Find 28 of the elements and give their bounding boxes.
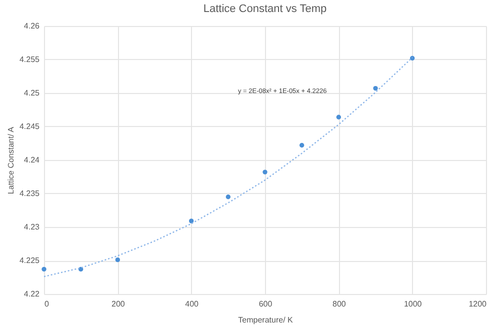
x-tick-label: 1000 — [404, 300, 422, 308]
point — [42, 266, 46, 272]
y-tick-label: 4.24 — [24, 156, 40, 164]
x-tick-label: 200 — [111, 300, 126, 308]
y-axis-title: Lattice Constant/ A — [6, 126, 16, 194]
point — [299, 142, 304, 148]
y-tick-label: 4.255 — [19, 55, 40, 64]
x-tick-label: 800 — [332, 300, 346, 308]
point — [115, 257, 120, 262]
x-tick-label: 1200 — [468, 300, 488, 308]
x-axis-title: Temperature/ K — [238, 316, 294, 324]
chart-title: Lattice Constant vs Temp — [203, 3, 327, 15]
x-tick-label: 400 — [185, 300, 200, 308]
y-tick-label: 4.23 — [24, 222, 40, 232]
x-tick-label: 600 — [258, 300, 273, 308]
point — [410, 56, 415, 60]
point — [188, 218, 194, 224]
point — [373, 86, 378, 91]
x-tick-label: 0 — [44, 300, 50, 308]
y-tick-label: 4.225 — [19, 256, 40, 265]
point — [336, 114, 342, 120]
point — [262, 170, 268, 174]
y-tick-label: 4.245 — [19, 122, 40, 131]
point — [226, 194, 231, 200]
y-tick-label: 4.25 — [24, 88, 40, 98]
y-tick-label: 4.235 — [19, 189, 40, 198]
y-tick-label: 4.22 — [24, 290, 40, 298]
y-tick-label: 4.26 — [24, 22, 40, 30]
